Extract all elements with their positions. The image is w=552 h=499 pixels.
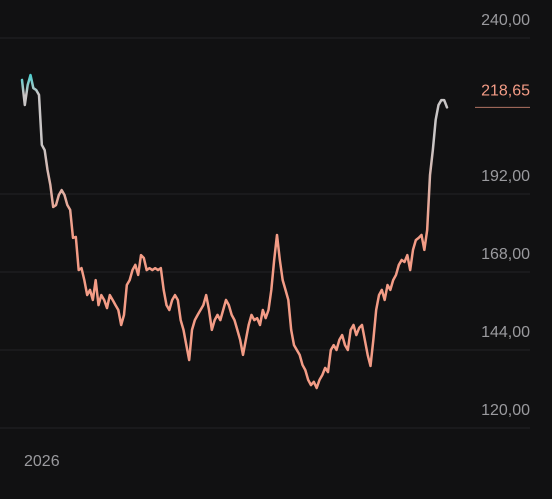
y-tick-label: 240,00 xyxy=(481,12,530,29)
y-tick-label: 192,00 xyxy=(481,168,530,185)
price-line xyxy=(20,73,449,390)
y-tick-label: 120,00 xyxy=(481,402,530,419)
price-label: 218,65 xyxy=(481,82,530,99)
x-axis-label: 2026 xyxy=(24,453,60,470)
y-tick-label: 144,00 xyxy=(481,324,530,341)
y-tick-label: 168,00 xyxy=(481,246,530,263)
